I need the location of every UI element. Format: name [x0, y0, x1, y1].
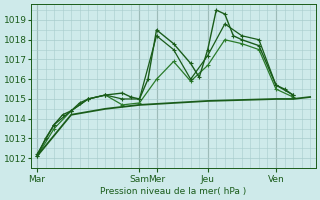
X-axis label: Pression niveau de la mer( hPa ): Pression niveau de la mer( hPa ) — [100, 187, 247, 196]
